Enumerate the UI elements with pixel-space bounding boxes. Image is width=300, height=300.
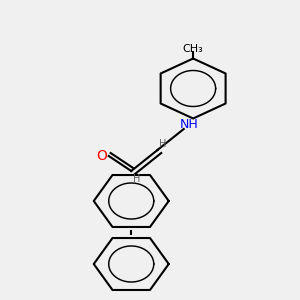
Text: H: H xyxy=(159,139,167,149)
Text: O: O xyxy=(96,149,107,163)
Text: H: H xyxy=(133,173,141,184)
Text: NH: NH xyxy=(180,118,199,131)
Text: CH₃: CH₃ xyxy=(183,44,203,55)
